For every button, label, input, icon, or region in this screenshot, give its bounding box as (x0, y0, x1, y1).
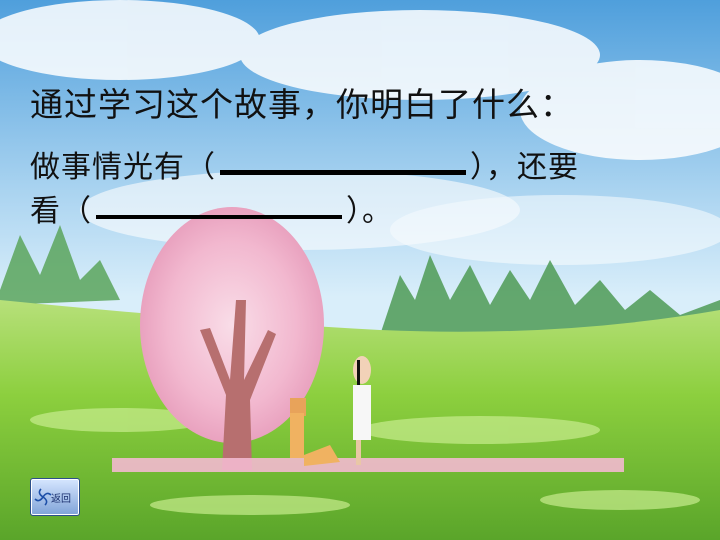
question-line-1: 做事情光有（ ），还要 (30, 142, 579, 186)
answer-blank-1 (220, 162, 466, 175)
slide-title: 通过学习这个故事，你明白了什么： (30, 85, 574, 124)
question-line-2-end: ）。 (346, 194, 393, 229)
answer-blank-2 (96, 207, 342, 219)
figure-sitting (290, 398, 340, 466)
figure-standing (353, 356, 371, 465)
question-line-2-start: 看（ (30, 194, 92, 229)
back-button-label: 返回 (51, 493, 71, 505)
swirl-icon (34, 488, 52, 506)
grass-highlights (30, 408, 700, 515)
question-line-1-start: 做事情光有（ (30, 150, 216, 185)
blossom-tree (140, 207, 324, 470)
back-button[interactable]: 返回 (30, 478, 80, 516)
clouds (0, 0, 720, 265)
question-line-1-end: ），还要 (470, 150, 579, 185)
question-line-2: 看（ ）。 (30, 186, 393, 230)
